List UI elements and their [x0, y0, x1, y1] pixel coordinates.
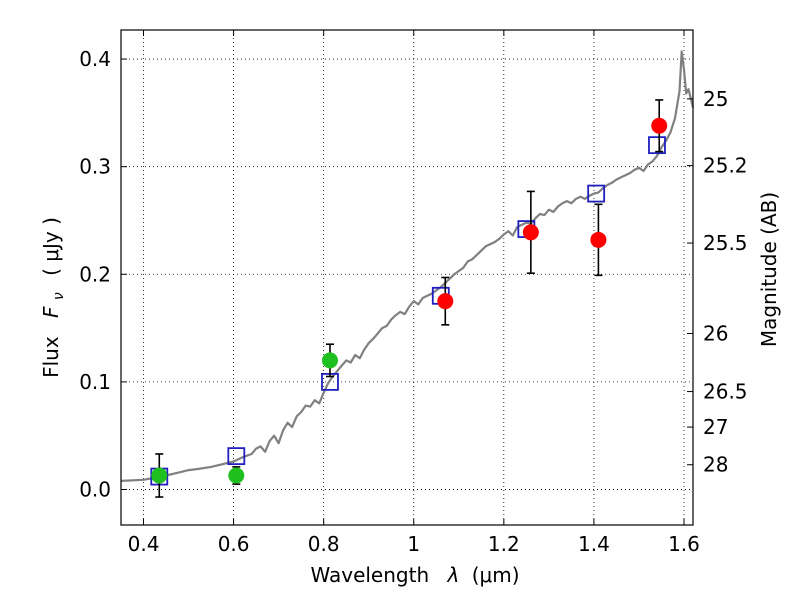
x-axis-label-unit: (μm) [472, 563, 520, 587]
model-square-marker [587, 184, 606, 203]
x-tick-label: 1.4 [578, 532, 610, 556]
y-tick-label: 0.2 [79, 262, 111, 286]
y-tick-label: 0.0 [79, 477, 111, 501]
mag-tick-label: 25.2 [703, 154, 748, 178]
x-axis-label: Wavelength λ (μm) [310, 563, 519, 587]
data-point-marker [151, 467, 168, 484]
x-tick-label: 0.8 [308, 532, 340, 556]
data-point-marker [590, 231, 607, 248]
x-axis-label-main: Wavelength [310, 563, 429, 587]
model-spectrum [120, 50, 695, 482]
data-point-marker [522, 224, 539, 241]
x-tick-label: 0.4 [128, 532, 160, 556]
mag-tick-label: 25.5 [703, 231, 748, 255]
y-axis-label-symbol: F [39, 306, 63, 318]
mag-tick-label: 26.5 [703, 380, 748, 404]
plot-frame [120, 29, 694, 526]
data-point-marker [228, 467, 245, 484]
x-tick-label: 0.6 [218, 532, 250, 556]
axis-ticks: 0.4 0.6 0.8 1 1.2 1.4 1.6 0.0 0.1 0.2 0.3 0.4 25 25.2… [79, 30, 748, 556]
data-point-marker [437, 293, 454, 310]
x-tick-label: 1 [407, 532, 420, 556]
data-markers [150, 99, 668, 498]
model-spectrum-line [120, 50, 695, 482]
mag-tick-label: 28 [703, 453, 728, 477]
y-axis-label-unit: ( μJy ) [39, 217, 63, 276]
data-point-marker [321, 352, 338, 369]
mag-tick-label: 27 [703, 415, 728, 439]
magnitude-axis-label: Magnitude (AB) [757, 192, 781, 347]
x-axis-label-symbol: λ [447, 563, 460, 587]
x-tick-label: 1.2 [488, 532, 520, 556]
mag-tick-label: 25 [703, 87, 728, 111]
x-tick-label: 1.6 [668, 532, 700, 556]
y-axis-label-main: Flux [39, 336, 63, 378]
grid [121, 30, 693, 525]
mag-tick-label: 26 [703, 321, 728, 345]
y-tick-label: 0.1 [79, 370, 111, 394]
y-tick-label: 0.3 [79, 155, 111, 179]
y-axis-label: Flux F ν ( μJy ) [39, 217, 68, 378]
y-tick-label: 0.4 [79, 47, 111, 71]
model-square-marker [227, 447, 246, 466]
data-point-marker [651, 117, 668, 134]
model-square-marker [648, 136, 666, 155]
y-axis-label-subscript: ν [51, 292, 67, 300]
